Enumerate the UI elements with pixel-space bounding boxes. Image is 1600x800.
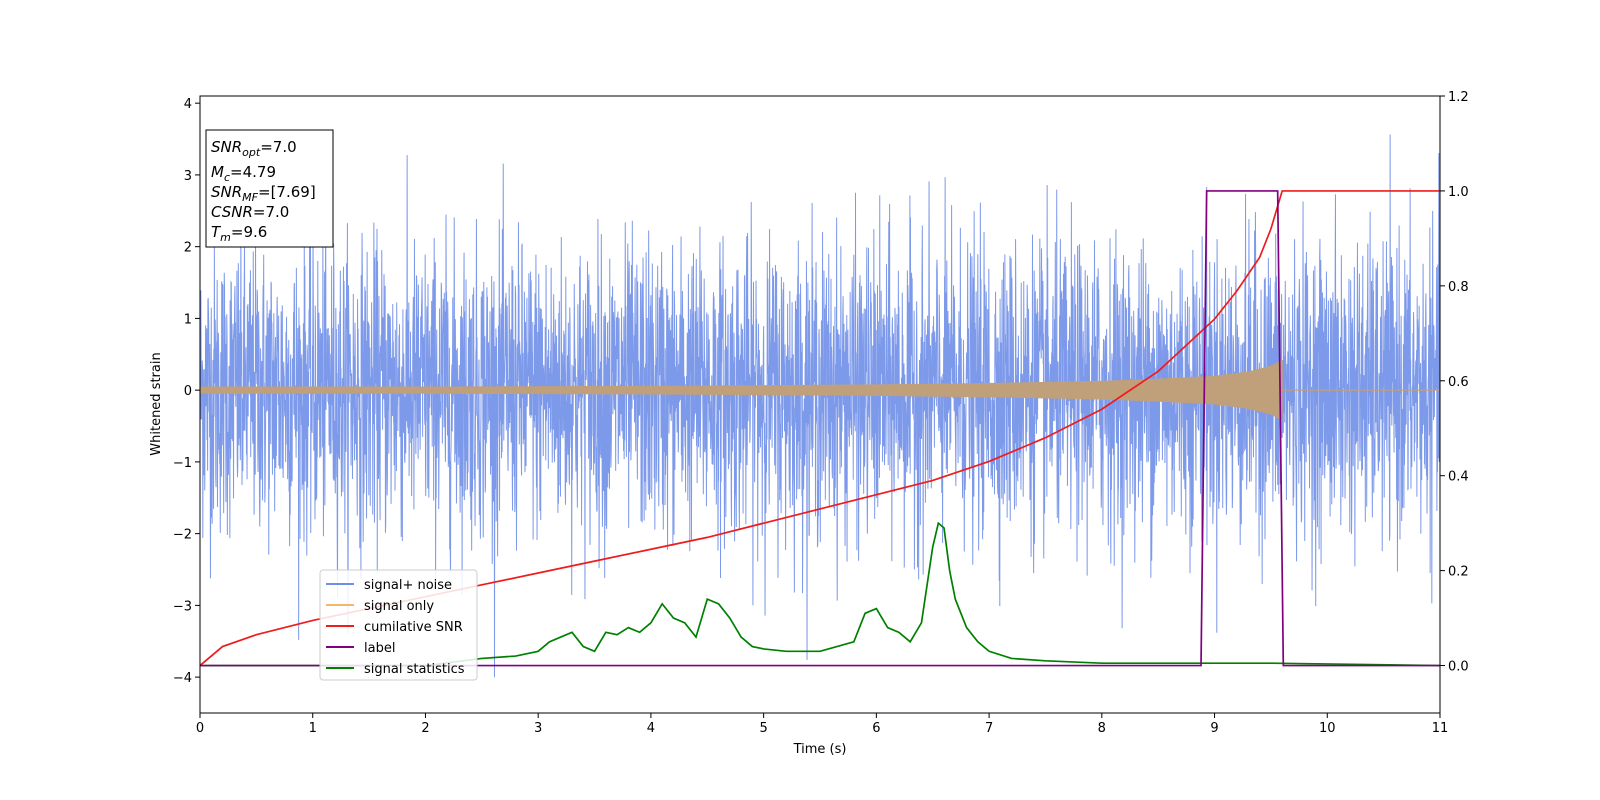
y-axis-left: 4 3 2 1 0 −1 −2 −3 −4 [173, 97, 200, 686]
x-axis: 0 1 2 3 4 5 6 7 8 9 10 11 [196, 713, 1448, 736]
y-left-tick-label: 2 [184, 241, 192, 256]
y-left-tick-label: −4 [173, 671, 192, 686]
y-left-tick-label: 1 [184, 312, 192, 327]
x-tick-label: 4 [647, 721, 655, 736]
x-tick-label: 1 [309, 721, 317, 736]
x-axis-label: Time (s) [793, 742, 847, 757]
info-snr-opt: SNRopt=7.0 [211, 138, 297, 159]
x-tick-label: 10 [1319, 721, 1336, 736]
y-right-tick-label: 1.0 [1448, 185, 1469, 200]
legend-frame [319, 569, 478, 681]
x-tick-label: 2 [421, 721, 429, 736]
legend-label: signal statistics [364, 662, 465, 677]
legend-label: label [364, 641, 395, 656]
y-right-tick-label: 0.4 [1448, 470, 1469, 485]
y-axis-label: Whitened strain [149, 352, 164, 455]
info-mc: Mc=4.79 [211, 163, 276, 184]
x-tick-label: 7 [985, 721, 993, 736]
info-box-frame [205, 129, 334, 248]
y-left-tick-label: 4 [184, 97, 192, 112]
x-tick-label: 0 [196, 721, 204, 736]
legend-label: signal+ noise [364, 578, 452, 593]
y-right-tick-label: 0.6 [1448, 375, 1469, 390]
info-box: SNRopt=7.0 Mc=4.79 SNRMF=[7.69] CSNR=7.0… [205, 129, 334, 248]
info-snr-mf: SNRMF=[7.69] [211, 183, 316, 204]
x-tick-label: 11 [1432, 721, 1449, 736]
x-tick-label: 9 [1210, 721, 1218, 736]
y-left-tick-label: −3 [173, 599, 192, 614]
plot-frame [199, 95, 1441, 714]
info-tm: Tm=9.6 [211, 223, 267, 244]
x-tick-label: 3 [534, 721, 542, 736]
label-line [200, 190, 1440, 667]
y-axis-right: 1.2 1.0 0.8 0.6 0.4 0.2 0.0 [1440, 90, 1469, 675]
signal-only-line [200, 360, 1440, 421]
y-left-tick-label: −2 [173, 528, 192, 543]
y-left-tick-label: 0 [184, 384, 192, 399]
legend: signal+ noise signal only cumilative SNR la… [319, 569, 478, 681]
signal-statistics-line [200, 521, 1440, 667]
legend-label: cumilative SNR [364, 620, 463, 635]
info-csnr: CSNR=7.0 [211, 203, 289, 221]
y-right-tick-label: 0.0 [1448, 660, 1469, 675]
legend-label: signal only [364, 599, 434, 614]
y-right-tick-label: 0.8 [1448, 280, 1469, 295]
y-left-tick-label: 3 [184, 169, 192, 184]
y-right-tick-label: 0.2 [1448, 565, 1469, 580]
x-tick-label: 6 [872, 721, 880, 736]
y-left-tick-label: −1 [173, 456, 192, 471]
y-right-tick-label: 1.2 [1448, 90, 1469, 105]
x-tick-label: 8 [1098, 721, 1106, 736]
signal-only-series [200, 360, 1440, 421]
x-tick-label: 5 [759, 721, 767, 736]
